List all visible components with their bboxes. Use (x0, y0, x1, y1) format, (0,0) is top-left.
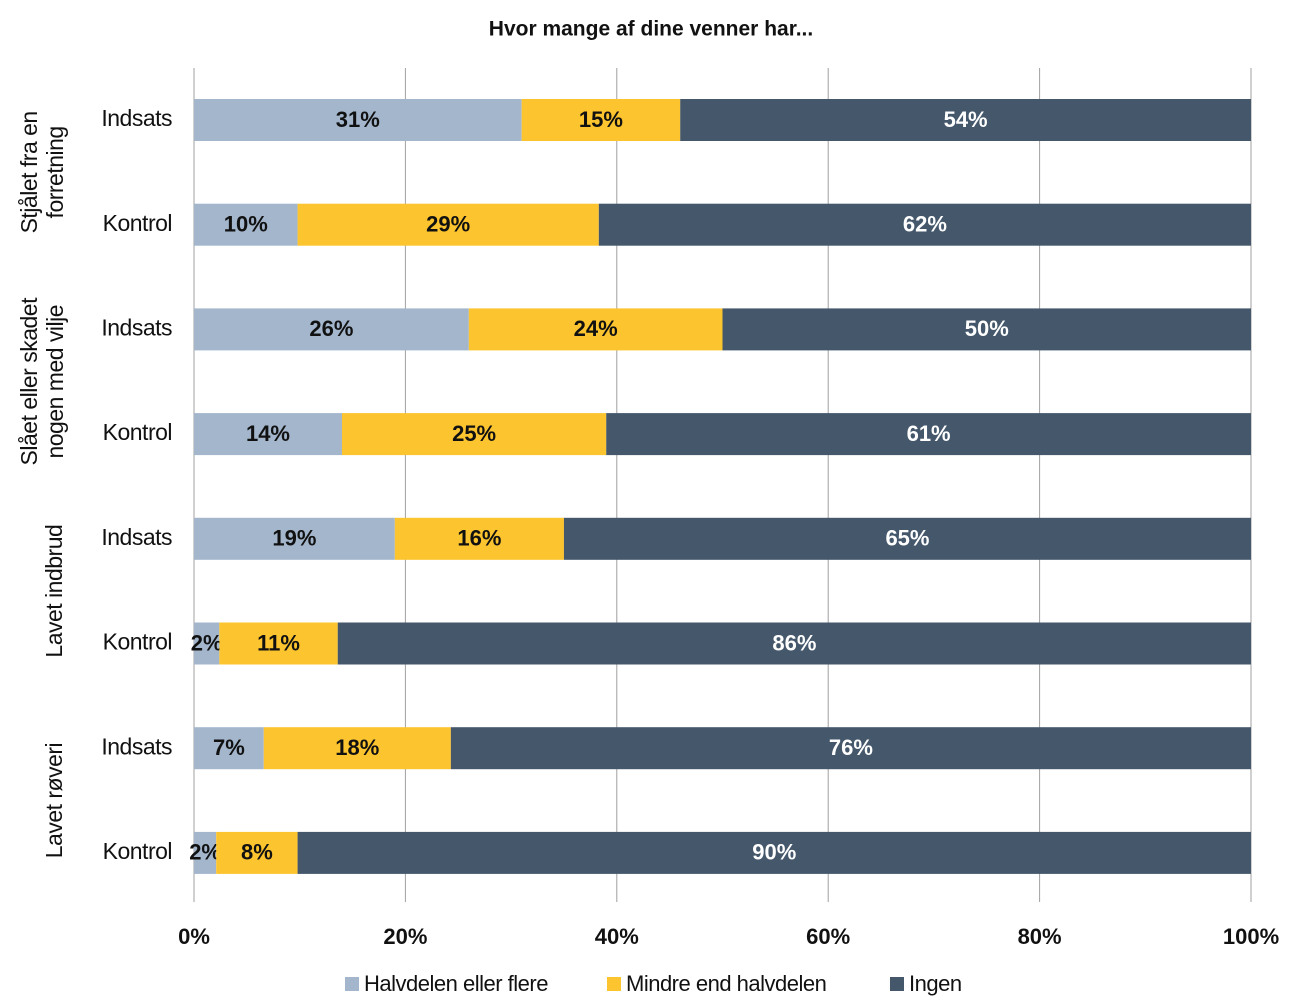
value-label: 8% (241, 840, 273, 865)
group-label: Slået eller skadet (16, 297, 42, 466)
bar-segment (337, 622, 1251, 665)
value-label: 61% (907, 421, 951, 446)
category-label: Indsats (101, 105, 172, 131)
bar-segment (297, 203, 599, 246)
value-label: 25% (452, 421, 496, 446)
bar-segment (194, 413, 342, 456)
category-label: Indsats (101, 524, 172, 550)
bar-segment (521, 99, 681, 141)
value-label: 16% (457, 526, 501, 551)
bar-segment (468, 308, 723, 351)
legend-swatch (607, 977, 621, 991)
legend-label: Halvdelen eller flere (364, 971, 548, 996)
bar-segment (219, 622, 338, 665)
bar-segment (680, 99, 1251, 141)
value-label: 54% (944, 107, 988, 132)
value-label: 31% (336, 107, 380, 132)
bar-segment (194, 517, 395, 560)
value-label: 11% (257, 630, 300, 655)
bar-segment (194, 831, 217, 874)
value-label: 2% (189, 840, 221, 865)
bar-segment (563, 517, 1251, 560)
value-label: 18% (335, 735, 379, 760)
value-label: 62% (903, 212, 947, 237)
value-label: 26% (309, 316, 353, 341)
bar-segment (341, 413, 607, 456)
category-label: Kontrol (103, 838, 172, 864)
value-label: 19% (272, 526, 316, 551)
bar-segment (194, 622, 220, 665)
x-tick-label: 60% (806, 924, 850, 949)
value-label: 29% (426, 212, 470, 237)
bar-segment (194, 203, 298, 246)
value-label: 7% (213, 735, 245, 760)
value-label: 10% (224, 212, 268, 237)
category-label: Indsats (101, 733, 172, 759)
group-label: Stjålet fra en (16, 111, 42, 233)
bar-segment (263, 727, 451, 770)
value-label: 86% (772, 630, 816, 655)
bar-segment (194, 99, 522, 141)
group-label: forretning (42, 126, 68, 218)
x-tick-label: 0% (178, 924, 210, 949)
group-label: nogen med vilje (42, 305, 68, 459)
bar-segment (194, 308, 469, 351)
bar-segment (606, 413, 1251, 456)
legend-swatch (890, 977, 904, 991)
bar-segment (194, 727, 264, 770)
category-label: Indsats (101, 314, 172, 340)
bar-segment (722, 308, 1251, 351)
category-label: Kontrol (103, 419, 172, 445)
bar-segment (394, 517, 564, 560)
x-tick-label: 40% (595, 924, 639, 949)
value-label: 76% (829, 735, 873, 760)
value-label: 24% (574, 316, 618, 341)
value-label: 2% (191, 630, 223, 655)
category-label: Kontrol (103, 210, 172, 236)
x-tick-label: 80% (1018, 924, 1062, 949)
group-label: Lavet røveri (41, 743, 67, 858)
legend-swatch (345, 977, 359, 991)
bar-segment (216, 831, 298, 874)
group-label: Lavet indbrud (41, 525, 67, 658)
category-label: Kontrol (103, 629, 172, 655)
chart-title: Hvor mange af dine venner har... (489, 18, 813, 41)
value-label: 65% (885, 526, 929, 551)
legend-label: Mindre end halvdelen (626, 971, 826, 996)
x-tick-label: 20% (383, 924, 427, 949)
value-label: 50% (965, 316, 1009, 341)
bar-segment (450, 727, 1251, 770)
value-label: 15% (579, 107, 623, 132)
value-label: 14% (246, 421, 290, 446)
bar-segment (297, 831, 1251, 874)
value-label: 90% (752, 840, 796, 865)
legend-label: Ingen (909, 971, 962, 996)
x-tick-label: 100% (1223, 924, 1279, 949)
grid (193, 68, 1252, 902)
bar-segment (598, 203, 1251, 246)
